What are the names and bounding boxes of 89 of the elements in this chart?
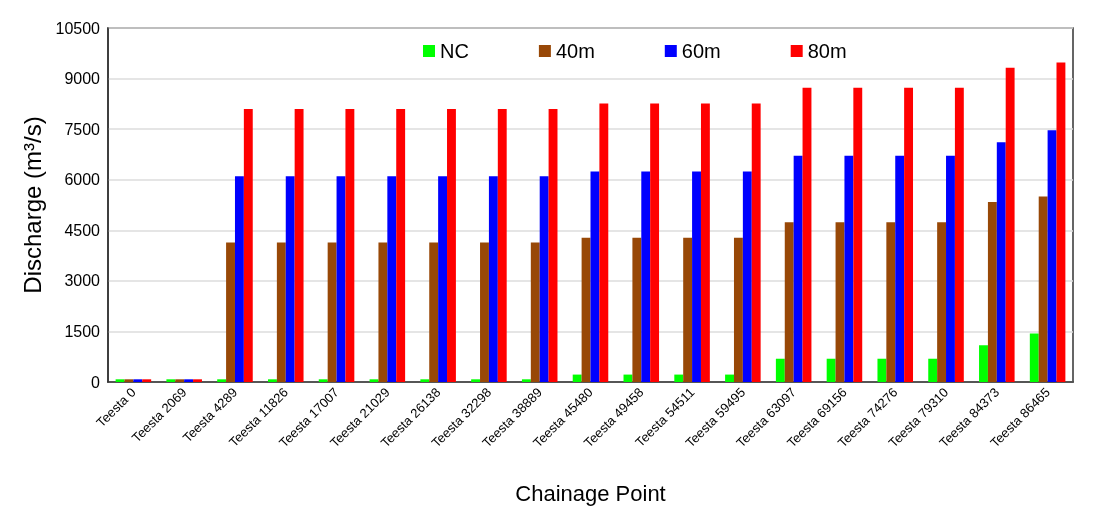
y-tick-label: 4500 (64, 221, 101, 239)
bar (420, 379, 430, 382)
bar (142, 379, 152, 382)
bar (793, 155, 803, 382)
bar (115, 379, 125, 382)
bar (987, 201, 997, 382)
y-tick-label: 0 (91, 373, 101, 391)
bar (497, 108, 507, 382)
y-tick-label: 10500 (55, 19, 101, 37)
bar (581, 237, 591, 382)
bar (548, 108, 558, 382)
bar (979, 345, 988, 382)
bar (674, 374, 684, 382)
bar (336, 176, 346, 382)
bar (954, 87, 964, 382)
bar (285, 176, 295, 382)
y-tick-label: 3000 (64, 272, 101, 290)
bar (733, 237, 743, 382)
bar (530, 242, 540, 382)
bar (193, 379, 202, 382)
bar (488, 176, 498, 382)
bar (521, 379, 531, 382)
bar (683, 237, 693, 382)
bar (844, 155, 854, 382)
bar (166, 379, 176, 382)
bar (471, 379, 481, 382)
bar (853, 87, 863, 382)
bar (946, 155, 955, 382)
bar (1038, 196, 1048, 382)
bar (438, 176, 448, 382)
bar (1056, 62, 1066, 382)
bar (184, 379, 194, 382)
legend-label: NC (440, 40, 469, 62)
bar (294, 108, 304, 382)
bar (877, 358, 887, 382)
legend-label: 40m (555, 40, 595, 62)
bar (217, 379, 227, 382)
bar (133, 379, 143, 382)
bar (886, 222, 896, 382)
y-tick-label: 1500 (64, 322, 101, 340)
y-axis-title: Discharge (m³/s) (19, 116, 47, 294)
bar (378, 242, 388, 382)
bar (632, 237, 642, 382)
bar (904, 87, 914, 382)
bar (692, 171, 701, 382)
bar (775, 358, 785, 382)
bar (826, 358, 836, 382)
bar (1029, 333, 1039, 382)
bar (175, 379, 185, 382)
legend-label: 60m (681, 40, 721, 62)
x-axis-title: Chainage Point (515, 480, 666, 506)
bar (429, 242, 439, 382)
bar (725, 374, 734, 382)
bar (641, 171, 651, 382)
bar (996, 142, 1006, 382)
bar (327, 242, 337, 382)
bar (276, 242, 286, 382)
bar (447, 108, 456, 382)
bar (387, 176, 397, 382)
bar (480, 242, 489, 382)
bar (937, 222, 947, 382)
bar (700, 103, 710, 382)
bar (226, 242, 235, 382)
bar (539, 176, 549, 382)
bar (742, 171, 752, 382)
y-tick-label: 9000 (64, 70, 101, 88)
legend-label: 80m (807, 40, 847, 62)
bar (895, 155, 905, 382)
bar (572, 374, 582, 382)
bar (650, 103, 660, 382)
y-tick-label: 6000 (64, 171, 101, 189)
bar (369, 379, 379, 382)
bar (1005, 67, 1015, 382)
bar (802, 87, 812, 382)
bar (751, 103, 761, 382)
bar (124, 379, 134, 382)
bar (590, 171, 600, 382)
bar (599, 103, 609, 382)
bar (345, 108, 355, 382)
bar (396, 108, 406, 382)
bar (784, 222, 794, 382)
bar (835, 222, 845, 382)
bar (318, 379, 328, 382)
bar (267, 379, 277, 382)
bar (243, 108, 253, 382)
y-tick-label: 7500 (64, 120, 101, 138)
bar (928, 358, 938, 382)
bar (1047, 130, 1057, 382)
bar (234, 176, 244, 382)
